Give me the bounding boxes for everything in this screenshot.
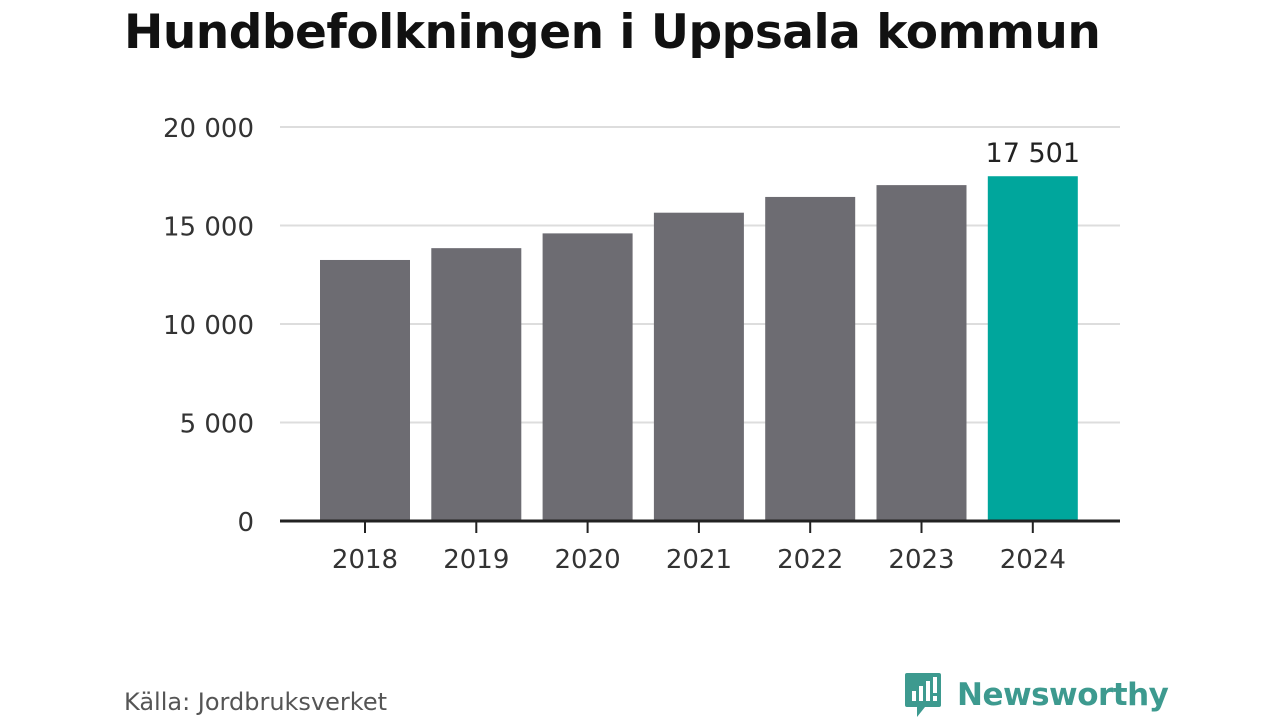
bar-2023 — [876, 185, 967, 522]
x-tick-label: 2022 — [777, 545, 843, 575]
chart-title: Hundbefolkningen i Uppsala kommun — [124, 5, 1101, 60]
x-tick-label: 2021 — [666, 545, 732, 575]
x-tick-label: 2019 — [443, 545, 509, 575]
bar-2024 — [987, 176, 1078, 522]
bar-2021 — [653, 212, 744, 521]
x-tick-label: 2024 — [1000, 545, 1066, 575]
bar-chart: 0 5 000 10 000 15 000 20 000 2018 2019 2020 2021… — [163, 114, 1120, 575]
data-label-2024: 17 501 — [986, 138, 1080, 169]
y-tick-label: 0 — [237, 508, 254, 538]
bar-2022 — [765, 196, 856, 521]
newsworthy-logo-icon — [905, 673, 941, 717]
y-tick-label: 5 000 — [180, 410, 254, 440]
bar-2020 — [542, 233, 633, 521]
brand-name: Newsworthy — [957, 677, 1169, 713]
x-tick-label: 2020 — [555, 545, 621, 575]
x-tick-label: 2018 — [332, 545, 398, 575]
y-tick-label: 15 000 — [163, 213, 254, 243]
bar-2018 — [320, 259, 410, 521]
x-tick-label: 2023 — [888, 545, 954, 575]
bar-2019 — [431, 248, 522, 521]
source-note: Källa: Jordbruksverket — [124, 688, 387, 716]
y-tick-label: 20 000 — [163, 114, 254, 144]
brand-logo: Newsworthy — [903, 670, 1169, 720]
y-tick-label: 10 000 — [163, 311, 254, 341]
